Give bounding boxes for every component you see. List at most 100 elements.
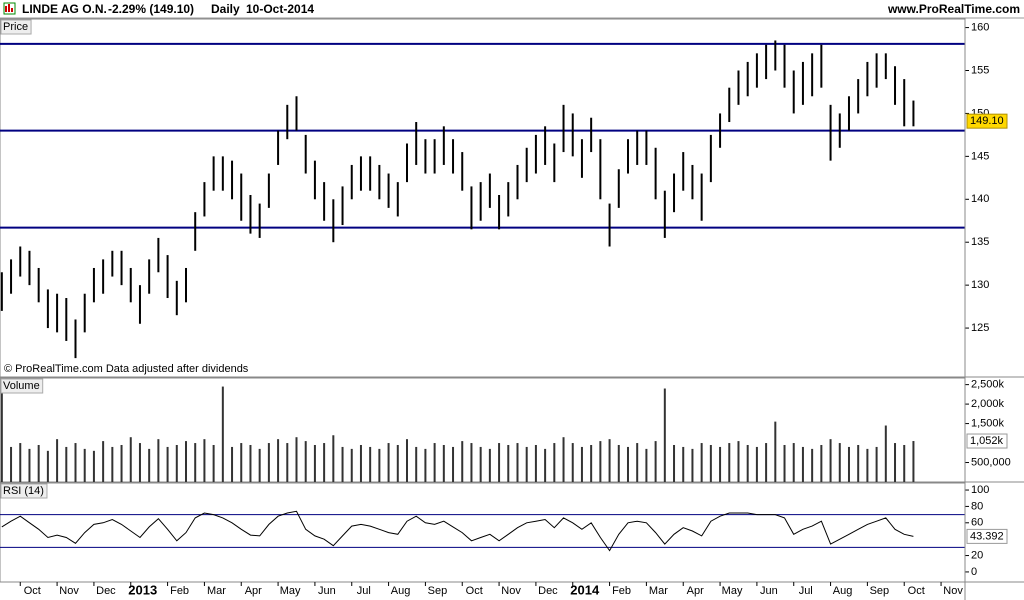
volume-bar (544, 448, 547, 482)
volume-bar (571, 443, 574, 482)
panel-label: Volume (3, 380, 40, 392)
x-tick-label: Jun (318, 585, 336, 597)
volume-bar (74, 443, 77, 482)
x-tick-label: Mar (207, 585, 226, 597)
panel-label-box (0, 483, 48, 499)
y-tick-label: 125 (971, 322, 989, 334)
volume-bar (654, 441, 657, 482)
volume-bar (673, 444, 676, 482)
volume-bar (811, 448, 814, 482)
x-tick-label: Nov (501, 585, 521, 597)
panel-label: RSI (14) (3, 485, 44, 497)
volume-bar (590, 444, 593, 482)
volume-bar (755, 446, 758, 482)
y-tick-label: 60 (971, 517, 983, 529)
volume-bar (461, 441, 464, 482)
x-tick-label: 2014 (570, 582, 600, 597)
volume-bar (138, 443, 141, 482)
volume-bar (194, 443, 197, 482)
volume-bar (875, 446, 878, 482)
panel-label: Price (3, 21, 28, 33)
volume-bar (801, 446, 804, 482)
x-tick-label: Jun (760, 585, 778, 597)
volume-bar (709, 444, 712, 482)
volume-bar (903, 444, 906, 482)
last-value-label: 149.10 (970, 115, 1004, 127)
volume-bar (46, 450, 49, 482)
volume-bar (267, 443, 270, 482)
y-tick-label: 20 (971, 549, 983, 561)
volume-bar (221, 386, 224, 482)
volume-bar (691, 448, 694, 482)
volume-bar (175, 444, 178, 482)
volume-bar (765, 443, 768, 482)
last-value-box (966, 433, 1008, 449)
x-tick-label: May (280, 585, 301, 597)
x-tick-label: Jul (799, 585, 813, 597)
volume-bar (120, 444, 123, 482)
x-tick-label: Feb (170, 585, 189, 597)
volume-bar (350, 448, 353, 482)
volume-bar (111, 446, 114, 482)
last-value-label: 1,052k (970, 435, 1004, 447)
volume-bar (682, 446, 685, 482)
volume-bar (56, 439, 59, 482)
volume-bar (599, 441, 602, 482)
volume-bar (102, 441, 105, 482)
y-tick-label: 1,500k (971, 417, 1005, 429)
volume-bar (479, 446, 482, 482)
volume-bar (258, 448, 261, 482)
volume-bar (912, 441, 915, 482)
x-tick-label: Oct (466, 585, 483, 597)
volume-bar (415, 446, 418, 482)
volume-bar (746, 444, 749, 482)
y-tick-label: 100 (971, 484, 989, 496)
volume-bar (129, 437, 132, 482)
last-value-box (966, 528, 1008, 544)
volume-bar (249, 444, 252, 482)
y-tick-label: 145 (971, 150, 989, 162)
volume-bar (829, 439, 832, 482)
volume-bar (28, 448, 31, 482)
volume-bar (157, 439, 160, 482)
x-tick-label: Apr (245, 585, 262, 597)
date: 10-Oct-2014 (246, 2, 314, 16)
volume-bar (884, 425, 887, 482)
volume-bar (737, 441, 740, 482)
volume-bar (148, 448, 151, 482)
x-tick-label: Mar (649, 585, 668, 597)
x-tick-label: Nov (943, 585, 963, 597)
volume-bar (847, 446, 850, 482)
x-tick-label: Aug (833, 585, 853, 597)
volume-bar (424, 448, 427, 482)
volume-bar (507, 444, 510, 482)
volume-bar (562, 437, 565, 482)
volume-bar (304, 441, 307, 482)
volume-bar (894, 443, 897, 482)
x-tick-label: Jul (357, 585, 371, 597)
y-tick-label: 135 (971, 236, 989, 248)
volume-bar (488, 448, 491, 482)
volume-bar (313, 444, 316, 482)
volume-bar (608, 439, 611, 482)
volume-bar (442, 444, 445, 482)
volume-bar (553, 443, 556, 482)
x-tick-label: Aug (391, 585, 411, 597)
x-tick-label: May (722, 585, 743, 597)
volume-bar (369, 446, 372, 482)
period: Daily (211, 2, 240, 16)
volume-bar (700, 443, 703, 482)
x-tick-label: Dec (538, 585, 558, 597)
icon-bars (5, 4, 13, 12)
x-tick-label: 2013 (128, 582, 157, 597)
x-tick-label: Dec (96, 585, 116, 597)
volume-bar (498, 443, 501, 482)
volume-bar (212, 444, 215, 482)
volume-bar (0, 392, 3, 482)
last-value-label: 43.392 (970, 530, 1004, 542)
x-tick-label: Apr (687, 585, 704, 597)
volume-bar (626, 446, 629, 482)
